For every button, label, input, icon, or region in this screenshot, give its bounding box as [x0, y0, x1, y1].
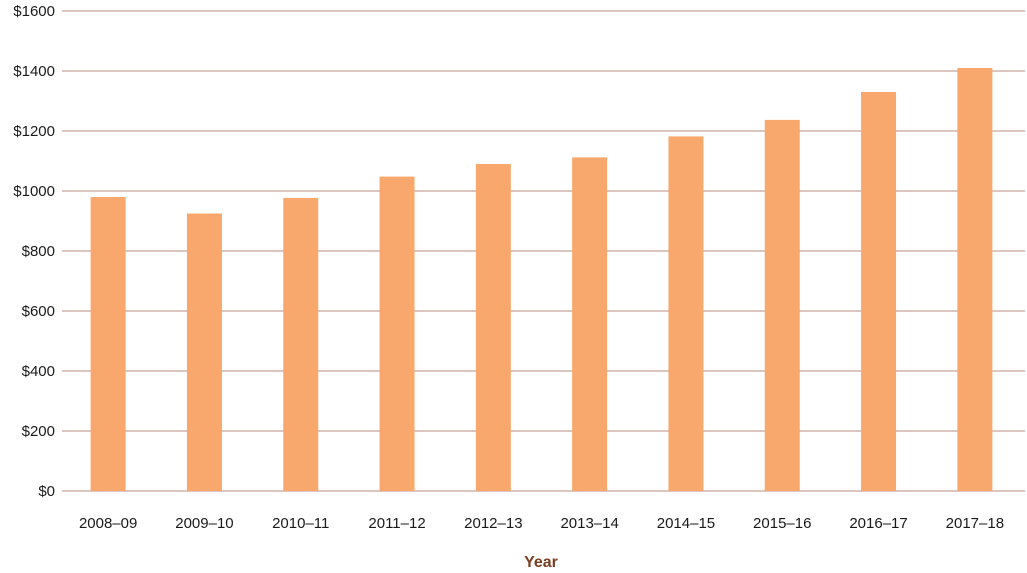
bars	[90, 68, 993, 492]
y-tick-label: $600	[22, 303, 55, 320]
bar	[283, 197, 319, 491]
y-tick-label: $0	[38, 483, 55, 500]
bar	[572, 157, 608, 491]
bar	[764, 119, 800, 492]
x-category-label: 2011–12	[368, 515, 425, 532]
x-category-label: 2010–11	[272, 515, 329, 532]
bar	[668, 136, 704, 491]
x-axis-title: Year	[524, 554, 558, 571]
x-category-label: 2015–16	[753, 515, 811, 532]
x-category-label: 2013–14	[560, 515, 618, 532]
x-category-label: 2012–13	[464, 515, 522, 532]
y-tick-label: $400	[22, 363, 55, 380]
y-tick-label: $1200	[13, 123, 55, 140]
y-tick-label: $200	[22, 423, 55, 440]
gridlines	[62, 10, 1025, 492]
y-axis-tick-labels: $0 $200 $400 $600 $800 $1000 $1200 $1400 $1600	[13, 3, 55, 500]
x-category-label: 2008–09	[79, 515, 137, 532]
y-tick-label: $1400	[13, 63, 55, 80]
bar	[90, 197, 126, 491]
x-category-label: 2016–17	[849, 515, 907, 532]
x-category-label: 2014–15	[657, 515, 715, 532]
bar	[186, 213, 222, 491]
x-category-label: 2017–18	[946, 515, 1004, 532]
bar	[957, 68, 993, 491]
y-tick-label: $1600	[13, 3, 55, 20]
bar	[861, 92, 897, 491]
x-axis-category-labels: 2008–09 2009–10 2010–11 2011–12 2012–13 2013–…	[79, 515, 1004, 532]
bar	[475, 164, 511, 491]
y-tick-label: $1000	[13, 183, 55, 200]
y-tick-label: $800	[22, 243, 55, 260]
bar	[379, 176, 415, 491]
x-category-label: 2009–10	[175, 515, 233, 532]
